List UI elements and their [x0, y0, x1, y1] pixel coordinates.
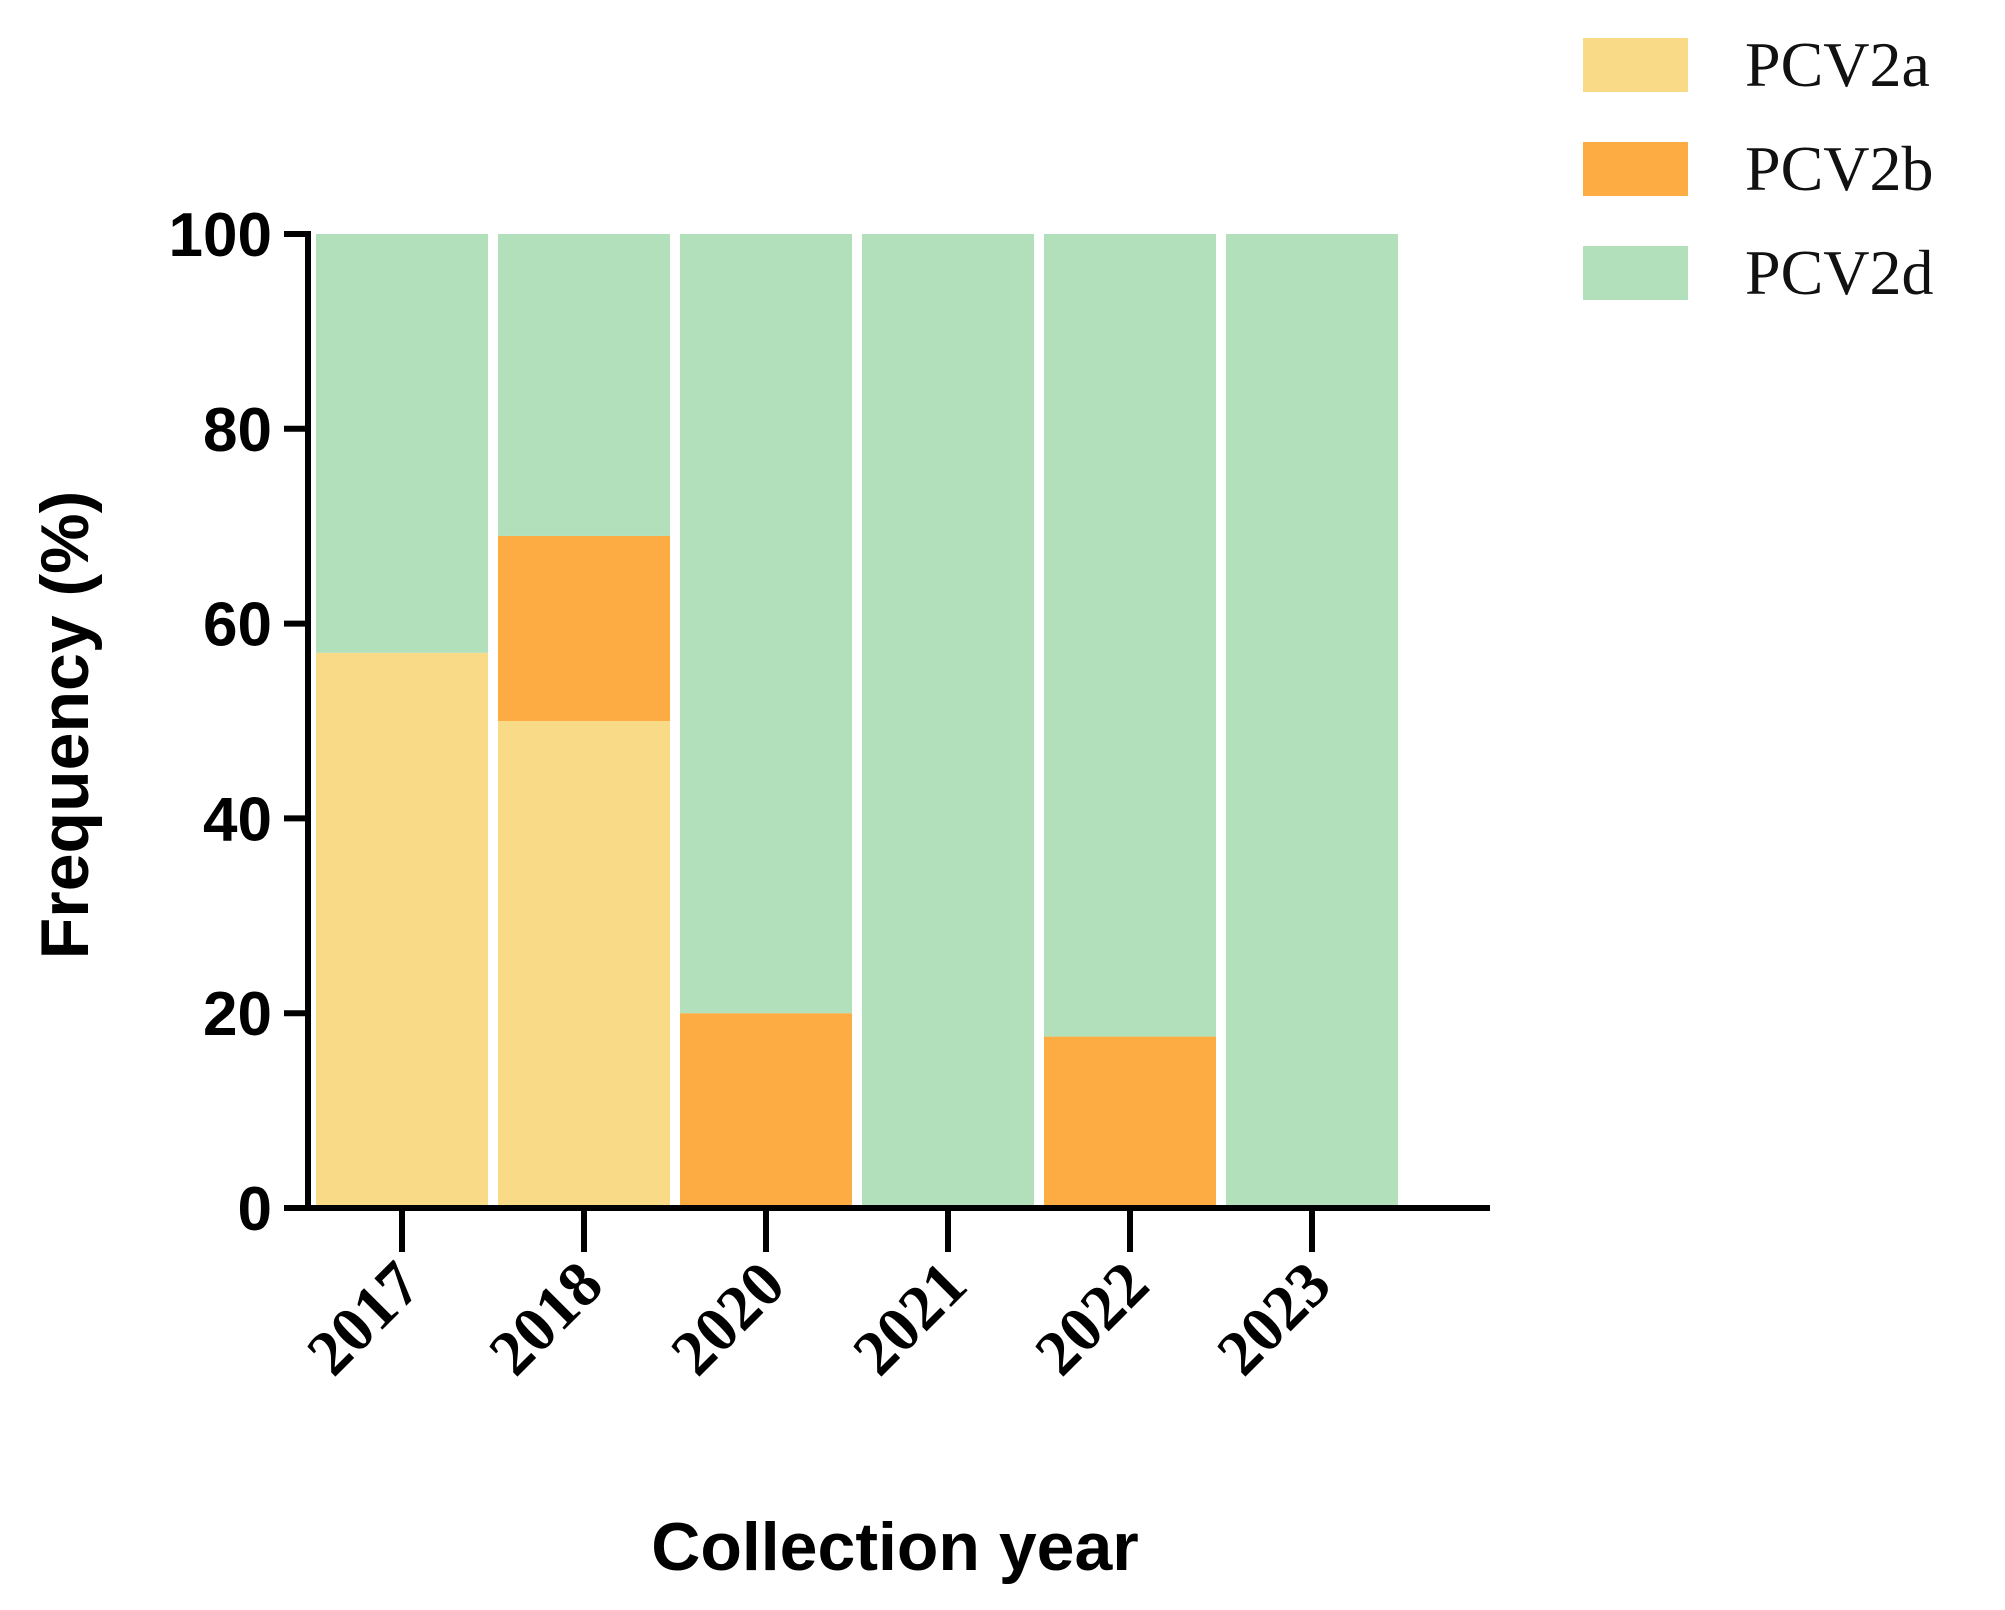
y-tick-label-0: 0: [238, 1175, 272, 1244]
legend-swatch-pcv2a: [1583, 38, 1688, 92]
y-tick-label-60: 60: [203, 591, 272, 660]
bars-group: [316, 234, 1398, 1208]
bar-2020-pcv2b: [680, 1013, 852, 1208]
x-tick-label-2023: 2023: [1203, 1248, 1344, 1389]
legend-swatch-pcv2d: [1583, 246, 1688, 300]
y-tick-label-20: 20: [203, 980, 272, 1049]
bar-2023-pcv2d: [1226, 234, 1398, 1208]
legend-swatch-pcv2b: [1583, 142, 1688, 196]
x-tick-label-2017: 2017: [293, 1248, 434, 1389]
x-tick-label-2022: 2022: [1021, 1248, 1162, 1389]
y-ticks-group: 0 20 40 60 80 100: [169, 201, 308, 1244]
bar-2018-pcv2b: [498, 535, 670, 721]
x-tick-label-2020: 2020: [657, 1248, 798, 1389]
x-axis-title: Collection year: [651, 1509, 1139, 1585]
x-tick-label-2021: 2021: [839, 1248, 980, 1389]
bar-2022-pcv2b: [1044, 1036, 1216, 1208]
bar-2021-pcv2d: [862, 234, 1034, 1208]
y-tick-label-40: 40: [203, 785, 272, 854]
bar-2017-pcv2d: [316, 234, 488, 653]
legend-label-pcv2b: PCV2b: [1745, 133, 1934, 204]
legend: PCV2a PCV2b PCV2d: [1583, 29, 1934, 308]
y-tick-label-100: 100: [169, 201, 272, 270]
legend-label-pcv2a: PCV2a: [1745, 29, 1930, 100]
y-tick-label-80: 80: [203, 396, 272, 465]
bar-2018-pcv2a: [498, 721, 670, 1208]
bar-2017-pcv2a: [316, 652, 488, 1208]
legend-label-pcv2d: PCV2d: [1745, 237, 1934, 308]
bar-2022-pcv2d: [1044, 234, 1216, 1037]
axes-group: [305, 231, 1490, 1211]
x-ticks-group: 2017 2018 2020 2021 2022 2023: [293, 1208, 1344, 1388]
y-axis-title: Frequency (%): [27, 491, 103, 960]
bar-2018-pcv2d: [498, 234, 670, 536]
bar-2020-pcv2d: [680, 234, 852, 1014]
x-tick-label-2018: 2018: [475, 1248, 616, 1389]
